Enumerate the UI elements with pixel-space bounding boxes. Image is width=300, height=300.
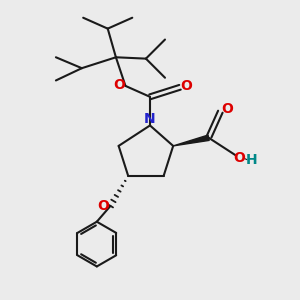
Text: H: H bbox=[246, 153, 257, 167]
Text: O: O bbox=[221, 102, 233, 116]
Text: O: O bbox=[113, 77, 125, 92]
Text: N: N bbox=[144, 112, 155, 127]
Text: O: O bbox=[233, 151, 245, 165]
Polygon shape bbox=[173, 135, 209, 146]
Text: O: O bbox=[180, 79, 192, 93]
Text: O: O bbox=[98, 199, 109, 213]
